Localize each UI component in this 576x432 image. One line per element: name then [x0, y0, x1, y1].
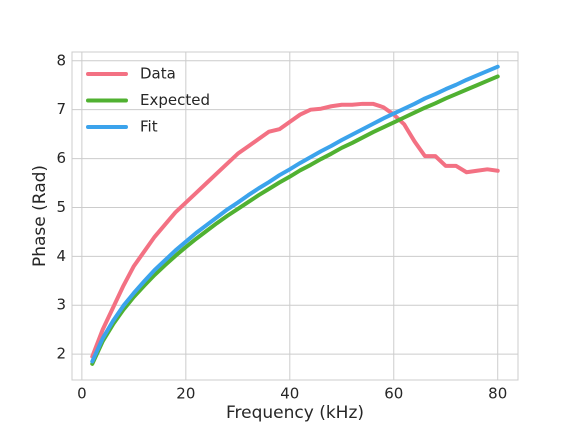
y-axis-label: Phase (Rad) — [30, 165, 50, 267]
line — [90, 101, 500, 359]
y-tick-label: 7 — [56, 100, 66, 118]
x-tick-label: 0 — [77, 385, 87, 403]
y-tick-label: 5 — [56, 198, 66, 216]
line — [90, 74, 500, 366]
x-tick-label: 20 — [176, 385, 195, 403]
y-tick-label: 6 — [56, 149, 66, 167]
y-tick-label: 8 — [56, 51, 66, 69]
legend-label: Data — [140, 65, 176, 83]
y-tick-label: 3 — [56, 296, 66, 314]
legend-label: Expected — [140, 91, 210, 109]
x-tick-label: 60 — [384, 385, 403, 403]
line — [90, 64, 500, 364]
y-tick-label: 4 — [56, 247, 66, 265]
x-axis-label: Frequency (kHz) — [226, 403, 364, 423]
y-tick-label: 2 — [56, 345, 66, 363]
x-tick-label: 40 — [280, 385, 299, 403]
x-tick-label: 80 — [488, 385, 507, 403]
legend-label: Fit — [140, 118, 158, 136]
plot-frame — [71, 51, 519, 381]
